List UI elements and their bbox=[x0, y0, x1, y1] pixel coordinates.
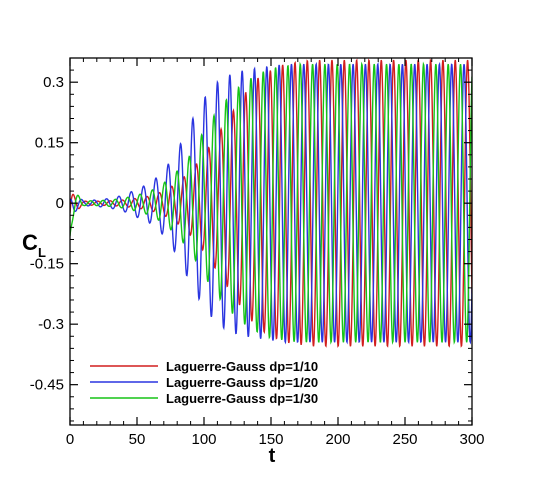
legend-label: Laguerre-Gauss dp=1/20 bbox=[166, 375, 318, 390]
x-tick-label: 50 bbox=[129, 431, 146, 448]
legend-label: Laguerre-Gauss dp=1/10 bbox=[166, 359, 318, 374]
svg-text:L: L bbox=[38, 245, 46, 260]
legend-label: Laguerre-Gauss dp=1/30 bbox=[166, 391, 318, 406]
x-tick-label: 100 bbox=[191, 431, 216, 448]
y-ticks: 0.3 0.15 0 -0.15 -0.3 -0.45 bbox=[30, 69, 472, 422]
y-tick-label: 0 bbox=[56, 195, 64, 212]
y-tick-label: 0.15 bbox=[35, 135, 64, 152]
x-axis-label: t bbox=[269, 445, 276, 467]
x-ticks: 0 50 100 150 200 250 300 bbox=[66, 58, 485, 448]
svg-text:C: C bbox=[22, 230, 38, 255]
series-line-3 bbox=[70, 61, 472, 345]
x-tick-label: 200 bbox=[325, 431, 350, 448]
y-axis-label: C L bbox=[22, 230, 46, 260]
y-tick-label: -0.45 bbox=[30, 377, 64, 394]
series-layer bbox=[70, 58, 472, 348]
y-tick-label: -0.15 bbox=[30, 256, 64, 273]
x-tick-label: 250 bbox=[392, 431, 417, 448]
y-tick-label: 0.3 bbox=[43, 74, 64, 91]
x-tick-label: 300 bbox=[459, 431, 484, 448]
x-tick-label: 150 bbox=[258, 431, 283, 448]
y-tick-label: -0.3 bbox=[38, 316, 64, 333]
x-tick-label: 0 bbox=[66, 431, 74, 448]
